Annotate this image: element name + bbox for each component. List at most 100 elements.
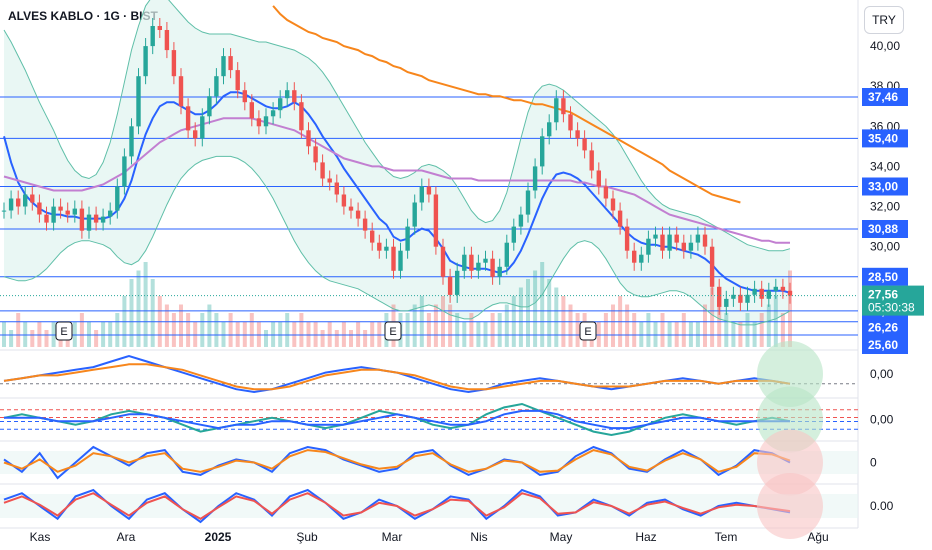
candle-body bbox=[341, 194, 347, 207]
volume-bar bbox=[44, 330, 49, 347]
volume-bar bbox=[596, 321, 601, 347]
indicator-highlight-circle bbox=[757, 341, 823, 407]
earnings-marker bbox=[384, 321, 402, 341]
x-axis-label: Haz bbox=[635, 530, 656, 544]
candle-body bbox=[93, 214, 99, 223]
volume-bar bbox=[16, 313, 21, 347]
level-badge bbox=[862, 88, 908, 106]
candle-body bbox=[200, 116, 205, 139]
earnings-marker bbox=[55, 321, 73, 341]
candle-body bbox=[37, 202, 42, 215]
candle-body bbox=[391, 246, 396, 271]
candle-body bbox=[334, 182, 339, 195]
level-badge-label: 28,50 bbox=[868, 270, 898, 284]
volume-bar bbox=[242, 321, 247, 347]
candle-body bbox=[306, 130, 311, 147]
level-badge bbox=[862, 129, 908, 148]
candle-body bbox=[86, 214, 92, 231]
earnings-marker-label: E bbox=[60, 326, 67, 338]
candle-body bbox=[249, 102, 254, 119]
candle-body bbox=[773, 286, 778, 291]
candle-body bbox=[702, 234, 708, 247]
volume-bar bbox=[724, 313, 729, 347]
volume-bar bbox=[738, 321, 743, 347]
candle-body bbox=[30, 194, 35, 203]
candle-body bbox=[518, 214, 524, 227]
candle-body bbox=[540, 136, 545, 167]
volume-bar bbox=[249, 313, 254, 347]
currency-button[interactable]: TRY bbox=[864, 6, 904, 34]
candle-body bbox=[624, 226, 630, 251]
indicator-series bbox=[3, 492, 791, 520]
overlay-ma-purple bbox=[3, 117, 790, 244]
candle-body bbox=[256, 118, 262, 127]
candle-body bbox=[759, 288, 764, 299]
level-badge bbox=[862, 177, 908, 196]
candle-body bbox=[157, 26, 162, 30]
candle-body bbox=[150, 26, 155, 47]
indicator-series bbox=[3, 363, 791, 391]
volume-bar bbox=[108, 321, 113, 347]
volume-bar bbox=[688, 321, 693, 347]
y-tick-label: 34,00 bbox=[870, 159, 900, 173]
candle-body bbox=[731, 294, 736, 299]
volume-bar bbox=[72, 321, 77, 347]
candle-body bbox=[58, 206, 63, 211]
candle-body bbox=[51, 206, 56, 223]
overlay-bb-lower bbox=[3, 155, 791, 326]
candle-body bbox=[72, 208, 77, 215]
volume-bar bbox=[271, 321, 276, 347]
y-tick-label: 40,00 bbox=[870, 39, 900, 53]
x-axis-label: Nis bbox=[470, 530, 487, 544]
level-badge bbox=[862, 318, 908, 337]
candle-body bbox=[667, 234, 672, 251]
candle-body bbox=[688, 242, 694, 251]
indicator-series bbox=[4, 409, 790, 430]
volume-bar bbox=[143, 262, 148, 347]
candle-body bbox=[384, 246, 389, 251]
volume-bar bbox=[575, 313, 580, 347]
candle-body bbox=[171, 50, 177, 77]
volume-bar bbox=[129, 279, 134, 347]
indicator-y-label: 0,00 bbox=[870, 413, 894, 427]
candle-body bbox=[681, 242, 686, 251]
candle-body bbox=[766, 290, 771, 299]
level-badge-label: 25,60 bbox=[868, 338, 898, 352]
candle-body bbox=[214, 76, 219, 97]
volume-bar bbox=[483, 321, 488, 347]
candle-body bbox=[632, 250, 637, 263]
x-axis-label: Kas bbox=[30, 530, 51, 544]
candle-body bbox=[178, 76, 184, 107]
candle-body bbox=[504, 242, 509, 267]
candle-body bbox=[752, 288, 757, 295]
volume-bar bbox=[462, 321, 467, 347]
candle-body bbox=[568, 114, 573, 131]
earnings-marker-label: E bbox=[389, 326, 396, 338]
volume-bar bbox=[603, 313, 608, 347]
candle-body bbox=[476, 262, 481, 271]
volume-bar bbox=[632, 313, 637, 347]
level-badge-label: 30,88 bbox=[868, 222, 898, 236]
volume-bar bbox=[547, 279, 552, 347]
candle-body bbox=[525, 190, 531, 215]
volume-bar bbox=[87, 321, 91, 347]
candle-body bbox=[610, 198, 616, 211]
volume-bar bbox=[94, 330, 99, 347]
volume-bar bbox=[412, 304, 417, 347]
candle-body bbox=[136, 76, 141, 127]
volume-bar bbox=[731, 321, 736, 347]
volume-bar bbox=[292, 321, 297, 347]
overlay-ma-orange bbox=[272, 5, 741, 204]
indicator-y-label: 0.00 bbox=[870, 499, 894, 513]
candle-body bbox=[122, 156, 127, 187]
candle-body bbox=[108, 210, 113, 217]
volume-bar bbox=[788, 270, 792, 347]
candle-body bbox=[469, 254, 474, 271]
volume-bar bbox=[214, 313, 219, 347]
candle-body bbox=[440, 246, 446, 277]
candle-body bbox=[348, 206, 354, 211]
x-axis-label: Tem bbox=[715, 530, 738, 544]
candle-body bbox=[242, 90, 247, 103]
candle-body bbox=[228, 56, 233, 71]
